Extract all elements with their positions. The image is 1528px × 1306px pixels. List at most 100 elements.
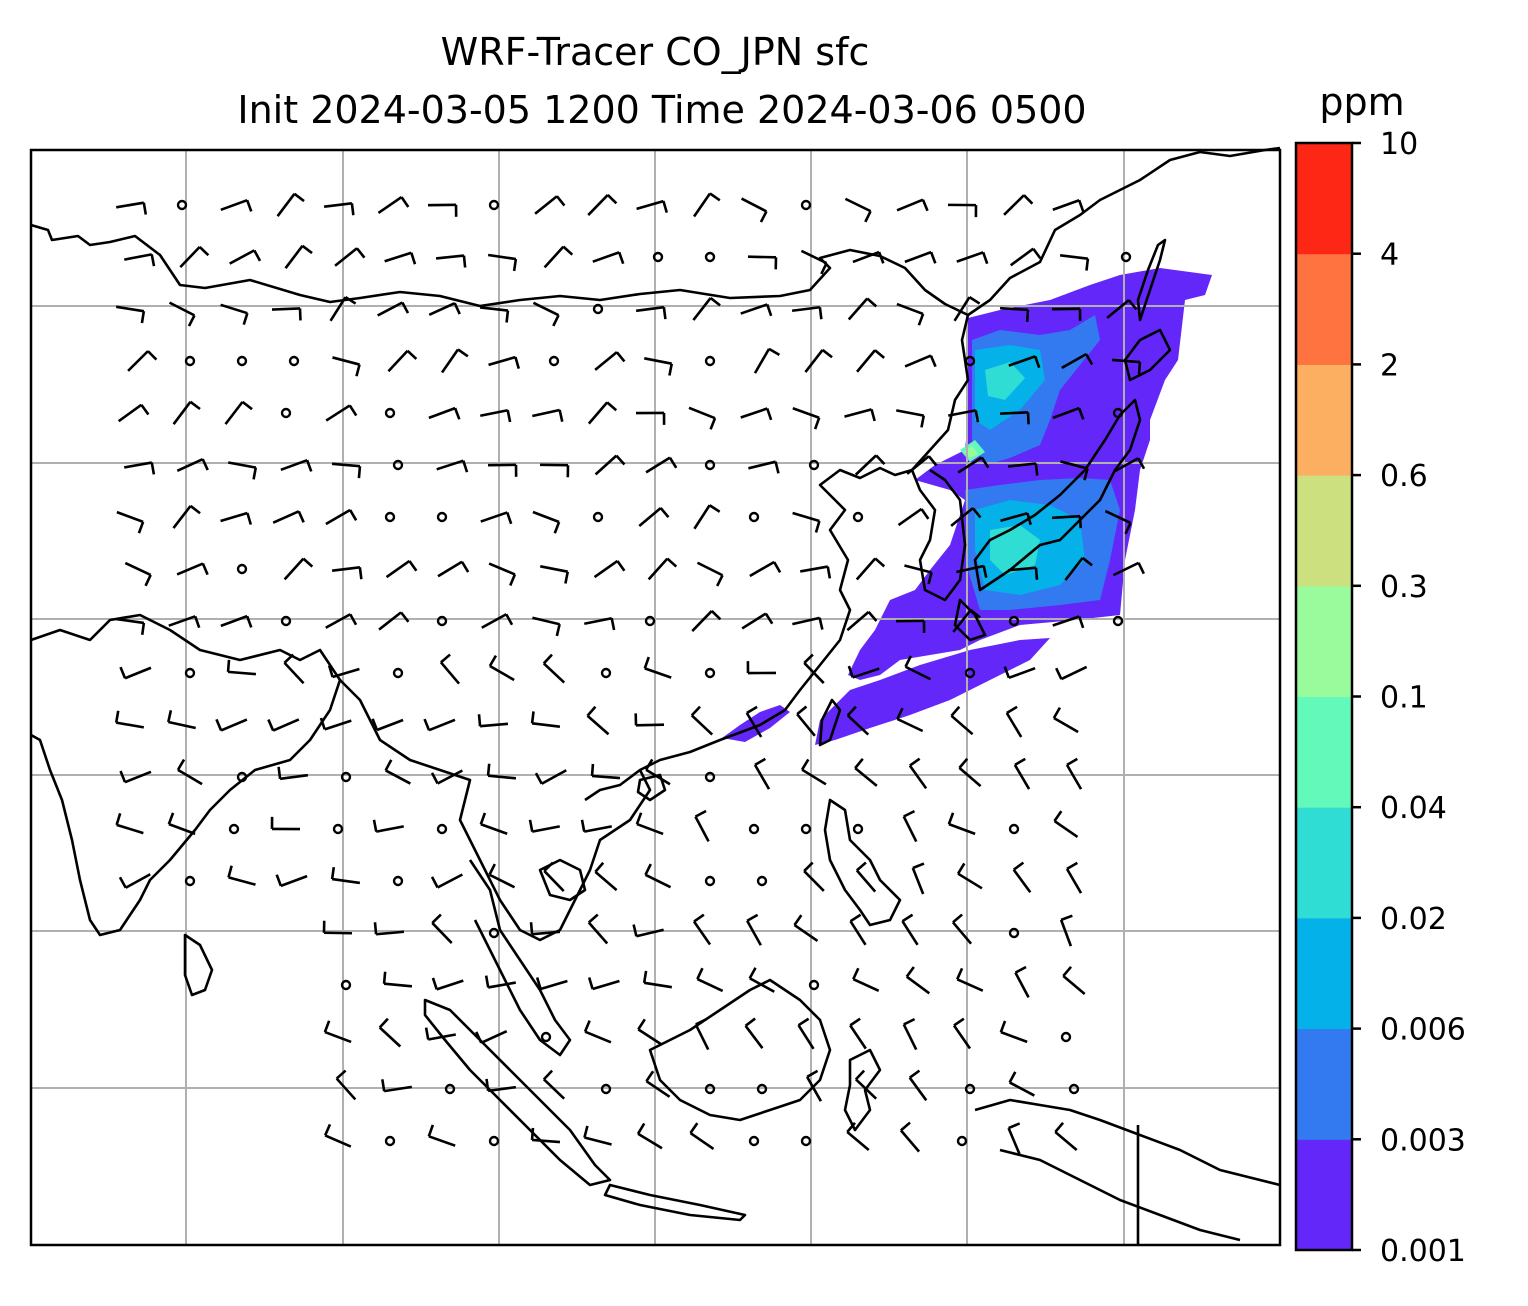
coastline-china: [584, 314, 970, 802]
wind-barb: [906, 455, 938, 475]
coastline-korea: [910, 468, 967, 602]
coastline-taiwan: [818, 698, 842, 747]
wind-barb: [746, 913, 762, 946]
wind-barb: [1009, 247, 1042, 267]
wind-barb: [844, 408, 876, 422]
wind-barb-calm: [644, 615, 656, 627]
colorbar-band: [1296, 807, 1352, 919]
wind-barb: [530, 711, 561, 728]
wind-barb: [855, 557, 886, 581]
wind-barb-calm: [332, 823, 344, 835]
wind-barb: [852, 967, 880, 993]
wind-barb: [319, 717, 352, 731]
colorbar-band: [1296, 1139, 1352, 1251]
wind-barb: [437, 560, 470, 578]
coastline-india: [30, 613, 342, 937]
wind-barb: [583, 1020, 612, 1044]
wind-barb: [849, 913, 867, 946]
wind-barb: [896, 409, 926, 428]
wind-barb: [849, 1017, 867, 1050]
colorbar-tick-label: 0.04: [1380, 791, 1447, 826]
wind-barb: [800, 758, 827, 786]
wind-barb: [323, 1020, 352, 1044]
wind-barb: [1106, 299, 1138, 319]
coastline-siberia-east: [967, 146, 1281, 317]
wind-barb-calm: [392, 667, 404, 679]
wind-barb-calm: [704, 251, 716, 263]
wind-barb: [327, 665, 360, 679]
wind-barb-calm: [964, 1083, 976, 1095]
wind-barb: [534, 195, 566, 215]
wind-barb: [792, 511, 821, 533]
wind-barb: [793, 914, 819, 943]
colorbar-band: [1296, 1028, 1352, 1140]
wind-barb: [484, 975, 517, 989]
wind-barb: [123, 461, 156, 475]
wind-barb: [847, 297, 878, 321]
wind-barb-calm: [392, 459, 404, 471]
wind-barb: [115, 813, 144, 835]
wind-barb: [435, 254, 467, 268]
wind-barb: [529, 922, 561, 936]
wind-barb: [956, 862, 983, 890]
wind-barb: [745, 705, 763, 738]
wind-barb: [1000, 511, 1032, 526]
wind-barb: [645, 456, 678, 474]
wind-barb: [956, 967, 984, 992]
wind-barb: [378, 611, 410, 631]
wind-barb: [118, 873, 151, 889]
wind-barb: [283, 653, 305, 685]
wind-barb: [532, 510, 561, 534]
wind-barb: [644, 357, 674, 376]
wind-barb: [950, 507, 982, 527]
wind-barb: [911, 862, 925, 895]
wind-barb: [852, 250, 885, 264]
wind-barb-calm: [748, 1135, 760, 1147]
wind-barb: [694, 1017, 710, 1051]
coastline-philippines: [823, 798, 902, 927]
wind-barb: [424, 1027, 457, 1041]
colorbar-ticks: 0.001 0.003 0.006 0.02 0.04 0.1 0.3 0.6 2 4 10: [1352, 127, 1466, 1269]
wind-barb-calm: [340, 771, 352, 783]
wind-barb: [635, 812, 664, 836]
coastline-borneo: [648, 978, 832, 1122]
wind-barb: [1113, 457, 1146, 473]
wind-barb: [272, 510, 305, 524]
wind-barb: [323, 202, 355, 216]
wind-barb: [381, 1079, 413, 1093]
wind-barb: [592, 251, 625, 265]
wind-barb: [580, 819, 612, 833]
wind-barb: [427, 1124, 456, 1147]
wind-barb: [799, 565, 832, 579]
wind-barb-calm: [652, 251, 664, 263]
wind-barb: [488, 562, 517, 586]
wind-barb: [117, 403, 150, 423]
wind-barb: [486, 763, 517, 780]
wind-barb-calm: [852, 823, 864, 835]
wind-barb: [904, 354, 937, 368]
wind-barb: [487, 463, 518, 477]
wind-barb: [753, 347, 781, 374]
wind-barb-calm: [704, 771, 716, 783]
wind-barb-calm: [956, 1135, 968, 1147]
wind-barb: [1012, 861, 1032, 894]
wind-barb-calm: [808, 979, 820, 991]
wind-barb: [744, 1017, 764, 1049]
colorbar-tick-label: 0.003: [1380, 1123, 1466, 1158]
wind-barb-calm: [176, 199, 188, 211]
colorbar-tick-label: 0.3: [1380, 570, 1428, 605]
wind-barb-calm: [488, 927, 500, 939]
wind-barb: [382, 971, 413, 988]
wind-barb: [696, 561, 724, 587]
wind-barb: [846, 610, 878, 632]
wind-barb: [895, 619, 926, 633]
wind-barb: [951, 913, 973, 945]
wind-barb: [430, 873, 464, 889]
wind-barb: [847, 665, 880, 679]
wind-barb: [792, 407, 821, 430]
wind-barb: [645, 1070, 671, 1098]
wind-barb: [540, 565, 570, 584]
wind-barb: [999, 306, 1030, 322]
wind-barb: [127, 350, 158, 372]
